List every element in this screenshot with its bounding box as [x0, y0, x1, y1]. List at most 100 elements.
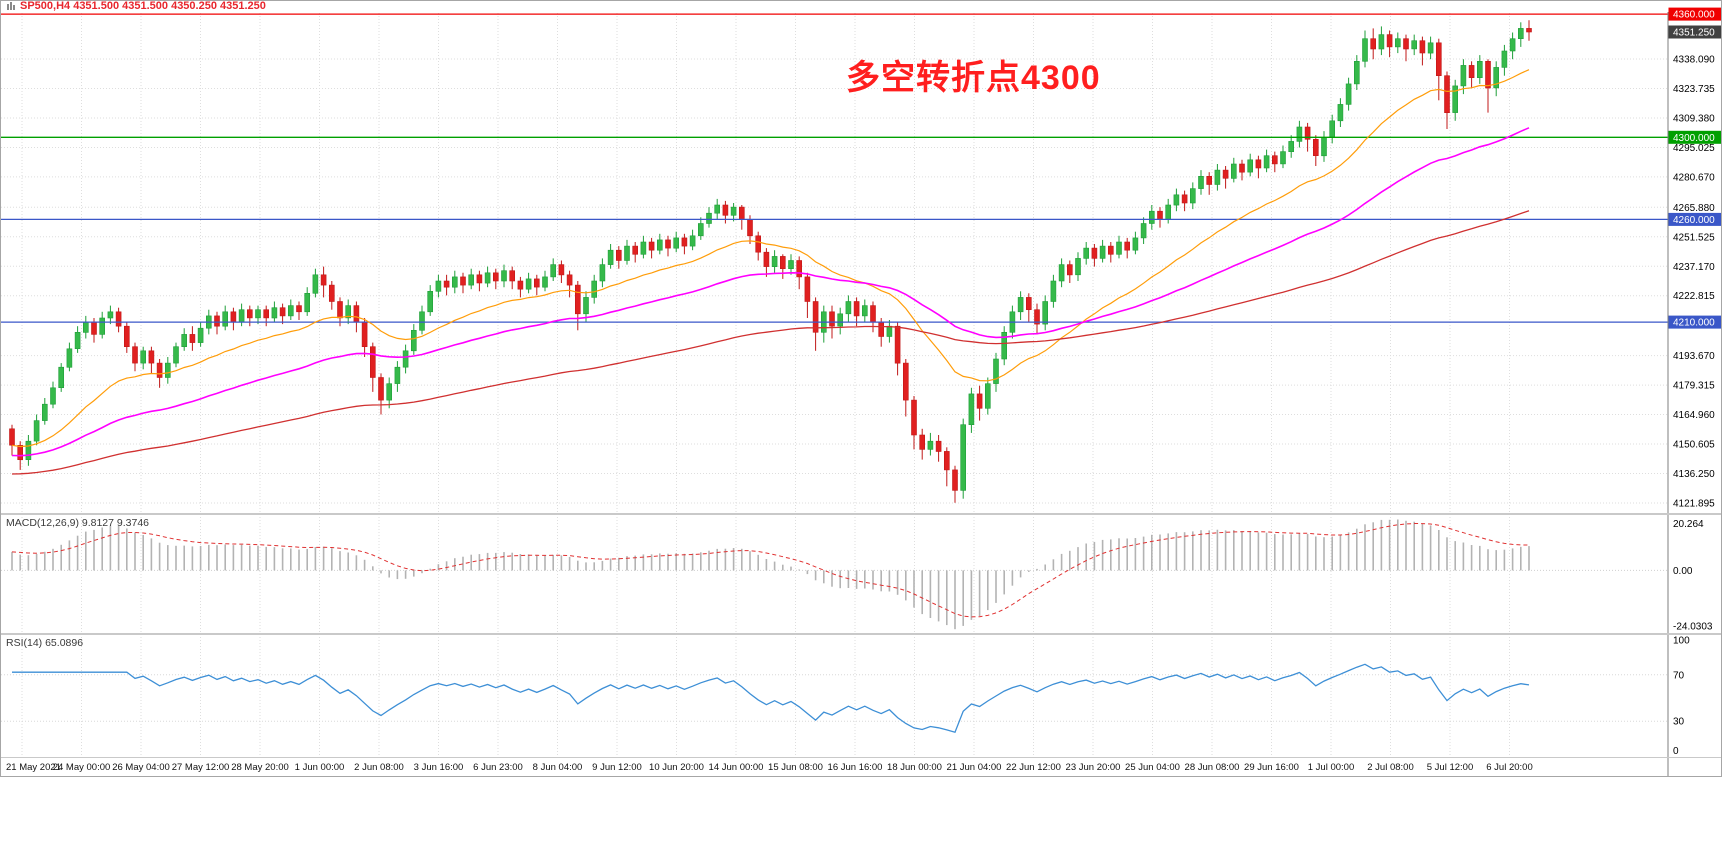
- price-axis-label: 4150.605: [1673, 440, 1715, 451]
- candle: [1198, 176, 1204, 189]
- candle: [517, 280, 524, 290]
- rsi-axis-label: 30: [1673, 717, 1685, 728]
- candle: [632, 245, 639, 255]
- price-badge-4300.000: [1668, 130, 1722, 144]
- candle: [33, 420, 40, 442]
- candle: [296, 305, 302, 313]
- candle: [1468, 65, 1475, 79]
- date-axis-label: 27 May 12:00: [172, 762, 230, 773]
- candle: [673, 237, 680, 249]
- candle: [1231, 163, 1237, 179]
- candle: [1313, 139, 1319, 157]
- price-axis-label: 4193.670: [1673, 351, 1715, 362]
- candle: [74, 331, 81, 349]
- candle: [640, 241, 647, 255]
- price-axis-label: 4164.960: [1673, 410, 1715, 421]
- candle: [181, 334, 187, 347]
- date-axis-label: 25 Jun 04:00: [1125, 762, 1180, 773]
- candle: [870, 305, 876, 323]
- candle: [124, 325, 130, 348]
- frame-layer: [0, 0, 1722, 777]
- candle: [697, 223, 704, 237]
- candle: [148, 350, 155, 364]
- candle: [665, 239, 671, 249]
- candle: [804, 276, 811, 302]
- candle: [1132, 237, 1139, 251]
- candle: [238, 309, 245, 323]
- candle: [550, 264, 557, 278]
- candle: [583, 297, 589, 315]
- price-badge-text: 4300.000: [1673, 133, 1715, 144]
- candle: [189, 334, 196, 343]
- date-axis-label: 22 Jun 12:00: [1006, 762, 1061, 773]
- candle: [894, 325, 901, 364]
- candle: [656, 239, 663, 251]
- price-axis-label: 4136.250: [1673, 469, 1715, 480]
- candle: [1263, 155, 1270, 169]
- date-axis-label: 3 Jun 16:00: [414, 762, 464, 773]
- candle: [1460, 65, 1467, 87]
- candle: [1288, 141, 1294, 152]
- candle: [1386, 34, 1393, 48]
- candle: [1329, 120, 1335, 138]
- price-badge-text: 4351.250: [1673, 28, 1715, 39]
- candle: [140, 350, 146, 364]
- candle: [1452, 85, 1458, 113]
- date-axis-label: 2 Jul 08:00: [1367, 762, 1413, 773]
- moving-averages: [11, 69, 1530, 475]
- candle: [83, 321, 89, 333]
- candle: [1083, 247, 1089, 259]
- candle: [1362, 38, 1368, 62]
- candle: [1108, 245, 1114, 255]
- macd-axis-label: 20.264: [1673, 519, 1704, 530]
- candle: [222, 311, 228, 327]
- price-axis-label: 4222.815: [1673, 291, 1715, 302]
- macd-signal-line: [11, 522, 1530, 618]
- date-axis-label: 28 Jun 08:00: [1185, 762, 1240, 773]
- candle: [1493, 67, 1499, 89]
- candle: [460, 276, 466, 286]
- candle: [648, 241, 655, 251]
- candle: [1296, 126, 1303, 142]
- date-axis-label: 24 May 00:00: [53, 762, 111, 773]
- candle: [132, 346, 138, 364]
- candle: [943, 451, 950, 471]
- candle: [468, 274, 475, 286]
- candle: [1419, 40, 1426, 54]
- candle: [927, 440, 934, 450]
- date-axis-label: 26 May 04:00: [112, 762, 170, 773]
- candle: [911, 399, 917, 436]
- candle: [878, 321, 885, 337]
- candle: [566, 274, 573, 286]
- candle: [1337, 104, 1344, 122]
- date-axis-label: 21 May 2021: [6, 762, 61, 773]
- candle: [369, 346, 376, 378]
- price-axis-label: 4280.670: [1673, 172, 1715, 183]
- price-axis-label: 4179.315: [1673, 381, 1715, 392]
- candle: [1501, 50, 1508, 68]
- candle: [1509, 38, 1516, 52]
- candle: [1001, 331, 1008, 360]
- date-axis-label: 15 Jun 08:00: [768, 762, 823, 773]
- candle: [312, 274, 319, 294]
- candle: [287, 305, 294, 317]
- candle: [1165, 204, 1171, 220]
- candle: [1272, 155, 1278, 165]
- candle: [722, 204, 729, 216]
- candle: [615, 249, 622, 261]
- candle: [574, 284, 581, 315]
- candle: [1304, 126, 1311, 140]
- candle: [1526, 28, 1532, 33]
- candle: [755, 235, 762, 253]
- candle: [1411, 40, 1417, 50]
- candle: [197, 327, 204, 343]
- candle: [837, 313, 844, 327]
- price-axis: 4338.090 4323.735 4309.380 4295.025 4280.670…: [1667, 7, 1722, 776]
- price-badge-text: 4210.000: [1673, 318, 1715, 329]
- candle: [993, 358, 999, 384]
- candle: [1370, 38, 1376, 50]
- price-axis-label: 4338.090: [1673, 55, 1715, 66]
- candle: [1181, 194, 1188, 204]
